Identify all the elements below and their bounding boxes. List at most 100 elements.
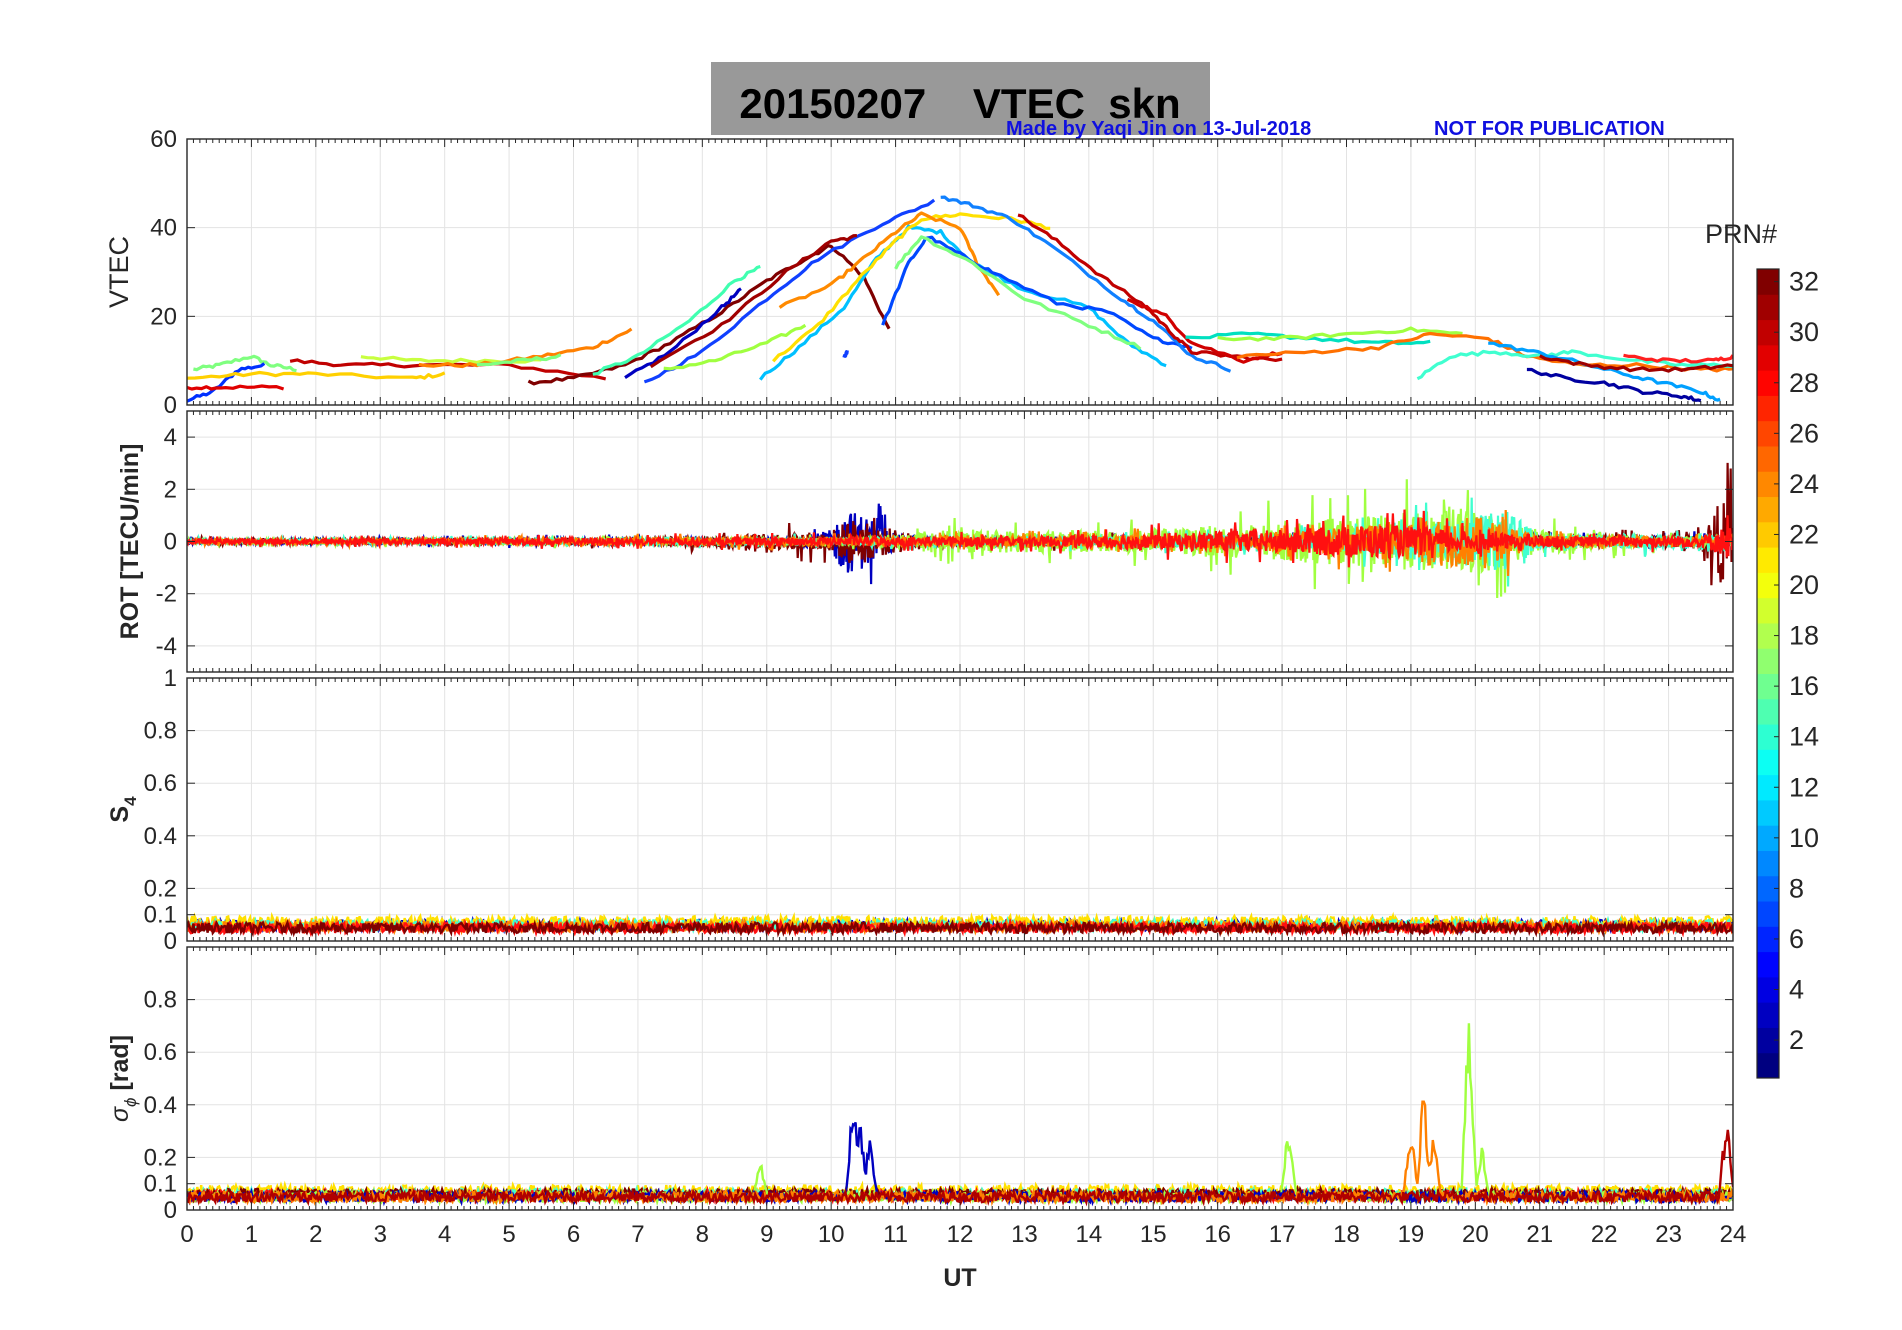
colorbar-segment — [1757, 799, 1779, 826]
colorbar-tick-label: 30 — [1789, 317, 1819, 347]
y-tick-label: 0.6 — [144, 770, 177, 797]
s4-series-6 — [187, 918, 1733, 938]
y-tick-label: 0.4 — [144, 1092, 177, 1119]
y-axis-label: ROT [TECU/min] — [116, 444, 144, 640]
vtec-series-20 — [940, 195, 1232, 373]
x-tick-label: 24 — [1720, 1221, 1747, 1248]
x-tick-label: 3 — [374, 1221, 387, 1248]
y-tick-label: 0 — [164, 1197, 177, 1224]
y-tick-label: 0.2 — [144, 875, 177, 902]
x-axis-label: UT — [943, 1264, 976, 1292]
x-tick-label: 22 — [1591, 1221, 1618, 1248]
colorbar-segment — [1757, 698, 1779, 725]
x-tick-label: 10 — [818, 1221, 845, 1248]
vtec-series-16 — [772, 212, 1051, 363]
colorbar-tick-label: 24 — [1789, 469, 1819, 499]
vtec-series-22 — [1126, 297, 1283, 364]
y-tick-label: 60 — [150, 126, 177, 153]
x-tick-label: 12 — [947, 1221, 974, 1248]
colorbar-tick-label: 16 — [1789, 671, 1819, 701]
x-tick-label: 2 — [309, 1221, 322, 1248]
colorbar-tick-label: 6 — [1789, 924, 1804, 954]
vtec-series-19 — [894, 235, 1142, 351]
x-axis: 0 1 2 3 4 5 6 7 8 9 10 11 12 13 14 15 16 17 18 19 20 21 22 23 24 — [180, 1221, 1746, 1248]
colorbar-segment — [1757, 1002, 1779, 1028]
vtec-series-5 — [289, 358, 607, 381]
grid — [186, 411, 1734, 672]
colorbar-label: PRN# — [1705, 219, 1777, 249]
credit-right: NOT FOR PUBLICATION — [1434, 118, 1665, 140]
y-tick-label: 0.8 — [144, 718, 177, 745]
y-tick-label: 40 — [150, 215, 177, 242]
series-group — [187, 462, 1733, 599]
vtec-series-28 — [1526, 367, 1702, 403]
colorbar-tick-label: 18 — [1789, 621, 1819, 651]
y-tick-label: 0.1 — [144, 1171, 177, 1198]
colorbar-segment — [1757, 901, 1779, 927]
vtec-series-8 — [476, 353, 562, 367]
colorbar-segment — [1757, 319, 1779, 346]
colorbar-segment — [1757, 521, 1779, 548]
colorbar-segment — [1757, 597, 1779, 624]
x-tick-label: 8 — [696, 1221, 709, 1248]
colorbar-tick-label: 28 — [1789, 368, 1819, 398]
grid — [186, 947, 1734, 1211]
colorbar-segment — [1757, 976, 1779, 1003]
y-axis-label: S4 — [106, 796, 140, 823]
colorbar-segment — [1757, 825, 1779, 851]
sigma-series-1 — [187, 1180, 1733, 1203]
vtec-series-4 — [187, 370, 446, 380]
y-tick-label: 0.4 — [144, 823, 177, 850]
vtec-series-3 — [187, 384, 285, 391]
x-tick-label: 15 — [1140, 1221, 1167, 1248]
vtec-series-31 — [842, 350, 849, 358]
y-tick-label: 0.8 — [144, 987, 177, 1014]
vtec-series-15 — [759, 224, 1167, 381]
colorbar-segment — [1757, 572, 1779, 599]
colorbar-tick-label: 12 — [1789, 772, 1819, 802]
colorbar-tick-label: 8 — [1789, 873, 1804, 903]
vtec-series-14 — [663, 323, 807, 371]
x-tick-label: 14 — [1075, 1221, 1102, 1248]
colorbar-tick-label: 4 — [1789, 975, 1804, 1005]
colorbar-tick-label: 20 — [1789, 570, 1819, 600]
vtec-series-25 — [1236, 331, 1733, 373]
colorbar-segment — [1757, 294, 1779, 321]
colorbar-segment — [1757, 673, 1779, 700]
vtec-series-11 — [624, 287, 742, 379]
x-tick-label: 20 — [1462, 1221, 1489, 1248]
colorbar-segment — [1757, 622, 1779, 649]
x-tick-label: 1 — [245, 1221, 258, 1248]
colorbar-segment — [1757, 774, 1779, 801]
x-tick-label: 6 — [567, 1221, 580, 1248]
colorbar-segment — [1757, 648, 1779, 674]
y-tick-label: 0.1 — [144, 902, 177, 929]
vtec-series-17 — [778, 211, 1001, 309]
vtec-series-30 — [1623, 353, 1733, 364]
colorbar-tick-label: 14 — [1789, 722, 1819, 752]
rot-series-6 — [187, 509, 1733, 568]
colorbar-tick-label: 22 — [1789, 519, 1819, 549]
colorbar-segment — [1757, 1027, 1779, 1054]
x-tick-label: 16 — [1204, 1221, 1231, 1248]
x-tick-label: 4 — [438, 1221, 451, 1248]
colorbar-tick-label: 32 — [1789, 267, 1819, 297]
colorbar-segment — [1757, 749, 1779, 776]
y-tick-label: -4 — [156, 633, 177, 660]
y-tick-label: -2 — [156, 581, 177, 608]
credit-left: Made by Yaqi Jin on 13-Jul-2018 — [1006, 118, 1311, 140]
x-tick-label: 18 — [1333, 1221, 1360, 1248]
x-tick-label: 11 — [883, 1221, 908, 1248]
vtec-series-26 — [1416, 349, 1733, 381]
series-group — [187, 195, 1733, 403]
colorbar-segment — [1757, 471, 1779, 498]
colorbar-tick-label: 10 — [1789, 823, 1819, 853]
series-group — [187, 911, 1733, 938]
grid — [186, 677, 1734, 942]
colorbar-segment — [1757, 344, 1779, 371]
colorbar-segment — [1757, 875, 1779, 902]
vtec-series-24 — [1217, 326, 1463, 342]
y-tick-label: 2 — [164, 476, 177, 503]
